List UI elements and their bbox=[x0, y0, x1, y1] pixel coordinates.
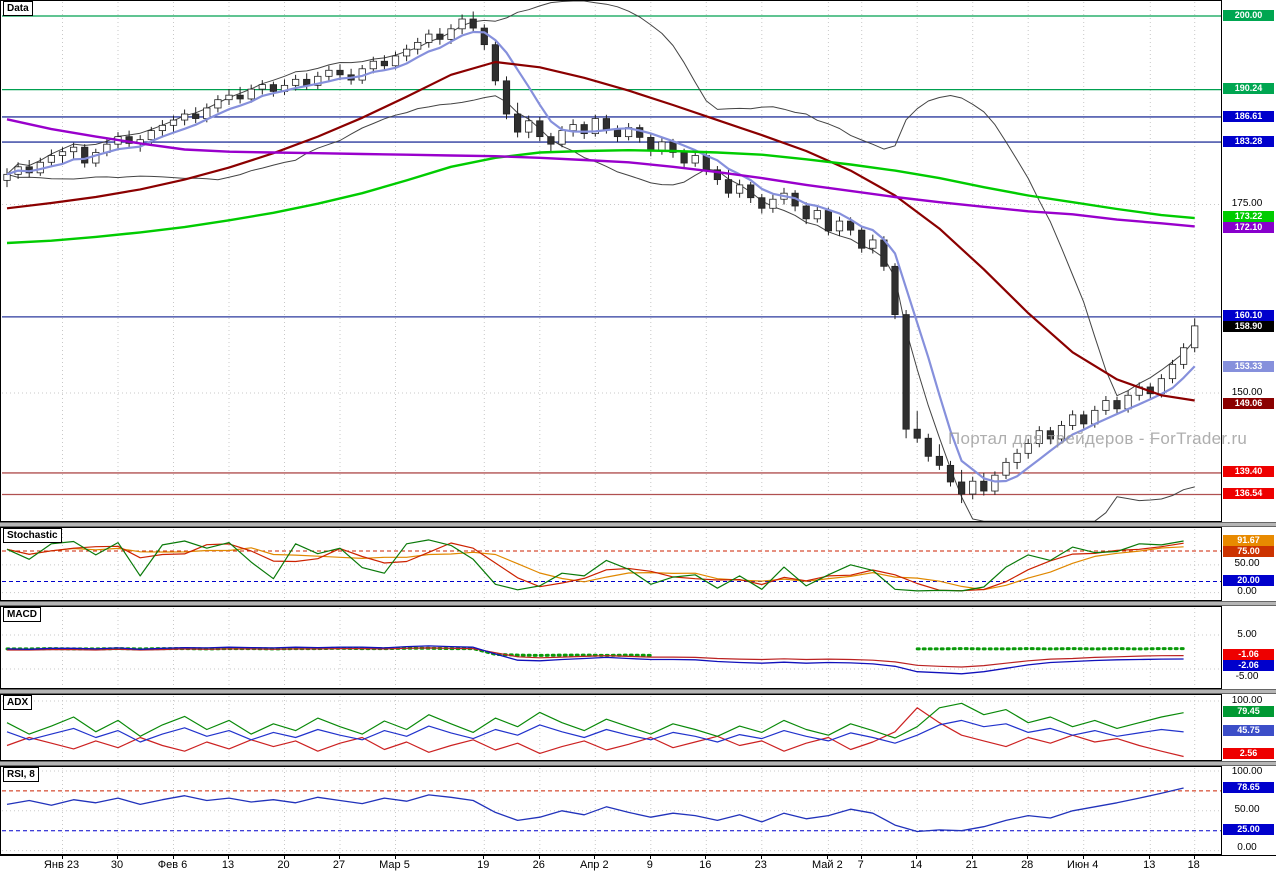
x-axis-tick bbox=[760, 856, 762, 859]
x-axis-tick bbox=[705, 856, 707, 859]
x-axis-tick bbox=[61, 856, 63, 859]
x-axis-label: Янв 23 bbox=[43, 859, 80, 871]
panel-splitter[interactable] bbox=[0, 761, 1276, 766]
panel-label-data: Data bbox=[3, 1, 33, 16]
x-axis-label: Мар 5 bbox=[379, 859, 410, 871]
x-axis-tick bbox=[228, 856, 229, 859]
x-axis-label: 16 bbox=[699, 859, 712, 871]
x-axis-tick bbox=[827, 856, 829, 859]
price-axis[interactable]: 200.00 190.24 186.61 183.28 175.00 173.22 172.… bbox=[1222, 0, 1276, 855]
price-tag: 149.06 bbox=[1223, 397, 1274, 409]
x-axis-tick bbox=[339, 856, 340, 859]
x-axis-label: 9 bbox=[646, 859, 653, 871]
stochastic-panel[interactable]: Stochastic bbox=[0, 527, 1222, 601]
x-axis-tick bbox=[971, 856, 973, 859]
price-tag: 173.22 bbox=[1223, 211, 1274, 223]
price-tag: 158.90 bbox=[1223, 321, 1274, 333]
price-tag: 183.28 bbox=[1223, 135, 1274, 147]
x-axis-label: 13 bbox=[1143, 859, 1156, 871]
panel-label-adx: ADX bbox=[3, 695, 33, 710]
x-axis-label: 28 bbox=[1021, 859, 1034, 871]
axis-label: 50.00 bbox=[1234, 804, 1260, 816]
x-axis-label: Фев 6 bbox=[157, 859, 188, 871]
axis-label: -5.00 bbox=[1235, 671, 1259, 683]
axis-label: 0.00 bbox=[1237, 586, 1257, 598]
x-axis-label: Апр 2 bbox=[580, 859, 609, 871]
x-axis-tick bbox=[594, 856, 596, 859]
x-axis-tick bbox=[1149, 856, 1151, 859]
adx-panel[interactable]: ADX bbox=[0, 694, 1222, 761]
panel-splitter[interactable] bbox=[0, 522, 1276, 527]
x-axis: Янв 23 30 Фев 6 13 20 27 Мар 5 19 26 Апр 2 9 16 23 Ма… bbox=[0, 855, 1276, 872]
x-axis-label: 27 bbox=[332, 859, 346, 871]
price-tag: 136.54 bbox=[1223, 488, 1274, 499]
rsi-panel[interactable]: RSI, 8 bbox=[0, 766, 1222, 855]
price-tag: 2.56 bbox=[1223, 748, 1274, 759]
axis-label: 100.00 bbox=[1231, 766, 1263, 777]
price-tag: 79.45 bbox=[1223, 706, 1274, 718]
adx-canvas bbox=[2, 696, 1221, 759]
axis-label: 150.00 bbox=[1231, 386, 1263, 398]
stochastic-canvas bbox=[2, 529, 1221, 599]
price-tag: 200.00 bbox=[1223, 9, 1274, 21]
x-axis-tick bbox=[649, 856, 651, 859]
price-tag: 45.75 bbox=[1223, 725, 1274, 737]
x-axis-label: 20 bbox=[277, 859, 290, 871]
rsi-canvas bbox=[2, 768, 1221, 853]
axis-label: 50.00 bbox=[1234, 558, 1260, 570]
x-axis-label: 14 bbox=[910, 859, 923, 871]
price-tag: 75.00 bbox=[1223, 546, 1274, 558]
x-axis-label: 18 bbox=[1187, 859, 1200, 871]
x-axis-label: 13 bbox=[221, 859, 235, 871]
price-tag: -2.06 bbox=[1223, 660, 1274, 672]
price-tag: 160.10 bbox=[1223, 310, 1274, 322]
x-axis-label: 7 bbox=[857, 859, 864, 871]
x-axis-tick bbox=[538, 856, 540, 859]
x-axis-label: 23 bbox=[754, 859, 767, 871]
x-axis-tick bbox=[1082, 856, 1084, 859]
x-axis-tick bbox=[860, 856, 862, 859]
x-axis-tick bbox=[483, 856, 485, 859]
axis-label: 100.00 bbox=[1231, 694, 1263, 706]
x-axis-label: 21 bbox=[965, 859, 978, 871]
x-axis-tick bbox=[916, 856, 918, 859]
price-tag: 91.67 bbox=[1223, 535, 1274, 547]
x-axis-label: 26 bbox=[532, 859, 545, 871]
axis-label: 5.00 bbox=[1237, 628, 1257, 640]
price-tag: 186.61 bbox=[1223, 110, 1274, 122]
x-axis-tick bbox=[1027, 856, 1029, 859]
axis-label: 0.00 bbox=[1237, 842, 1257, 853]
x-axis-tick bbox=[394, 856, 396, 859]
panel-splitter[interactable] bbox=[0, 689, 1276, 694]
x-axis-label: 19 bbox=[477, 859, 490, 871]
watermark: Портал для трейдеров - ForTrader.ru bbox=[948, 429, 1248, 448]
x-axis-label: Май 2 bbox=[812, 859, 843, 871]
price-chart-canvas bbox=[2, 1, 1221, 521]
price-tag: 139.40 bbox=[1223, 466, 1274, 478]
panel-splitter[interactable] bbox=[0, 601, 1276, 606]
price-tag: 78.65 bbox=[1223, 781, 1274, 793]
price-tag: 20.00 bbox=[1223, 575, 1274, 586]
x-axis-tick bbox=[283, 856, 285, 859]
price-tag: 25.00 bbox=[1223, 824, 1274, 836]
panel-label-stochastic: Stochastic bbox=[3, 528, 62, 543]
price-tag: 153.33 bbox=[1223, 361, 1274, 373]
macd-panel[interactable]: MACD bbox=[0, 606, 1222, 689]
price-tag: 190.24 bbox=[1223, 83, 1274, 95]
axis-label: 175.00 bbox=[1231, 198, 1263, 209]
price-tag: -1.06 bbox=[1223, 649, 1274, 661]
x-axis-label: 30 bbox=[110, 859, 124, 871]
panel-label-rsi: RSI, 8 bbox=[3, 767, 39, 782]
x-axis-tick bbox=[117, 856, 118, 859]
x-axis-tick bbox=[172, 856, 174, 859]
price-tag: 172.10 bbox=[1223, 222, 1274, 234]
panel-label-macd: MACD bbox=[3, 607, 41, 622]
macd-canvas bbox=[2, 608, 1221, 687]
x-axis-label: Июн 4 bbox=[1066, 859, 1099, 871]
x-axis-tick bbox=[1193, 856, 1195, 859]
price-panel[interactable]: Data bbox=[0, 0, 1222, 522]
